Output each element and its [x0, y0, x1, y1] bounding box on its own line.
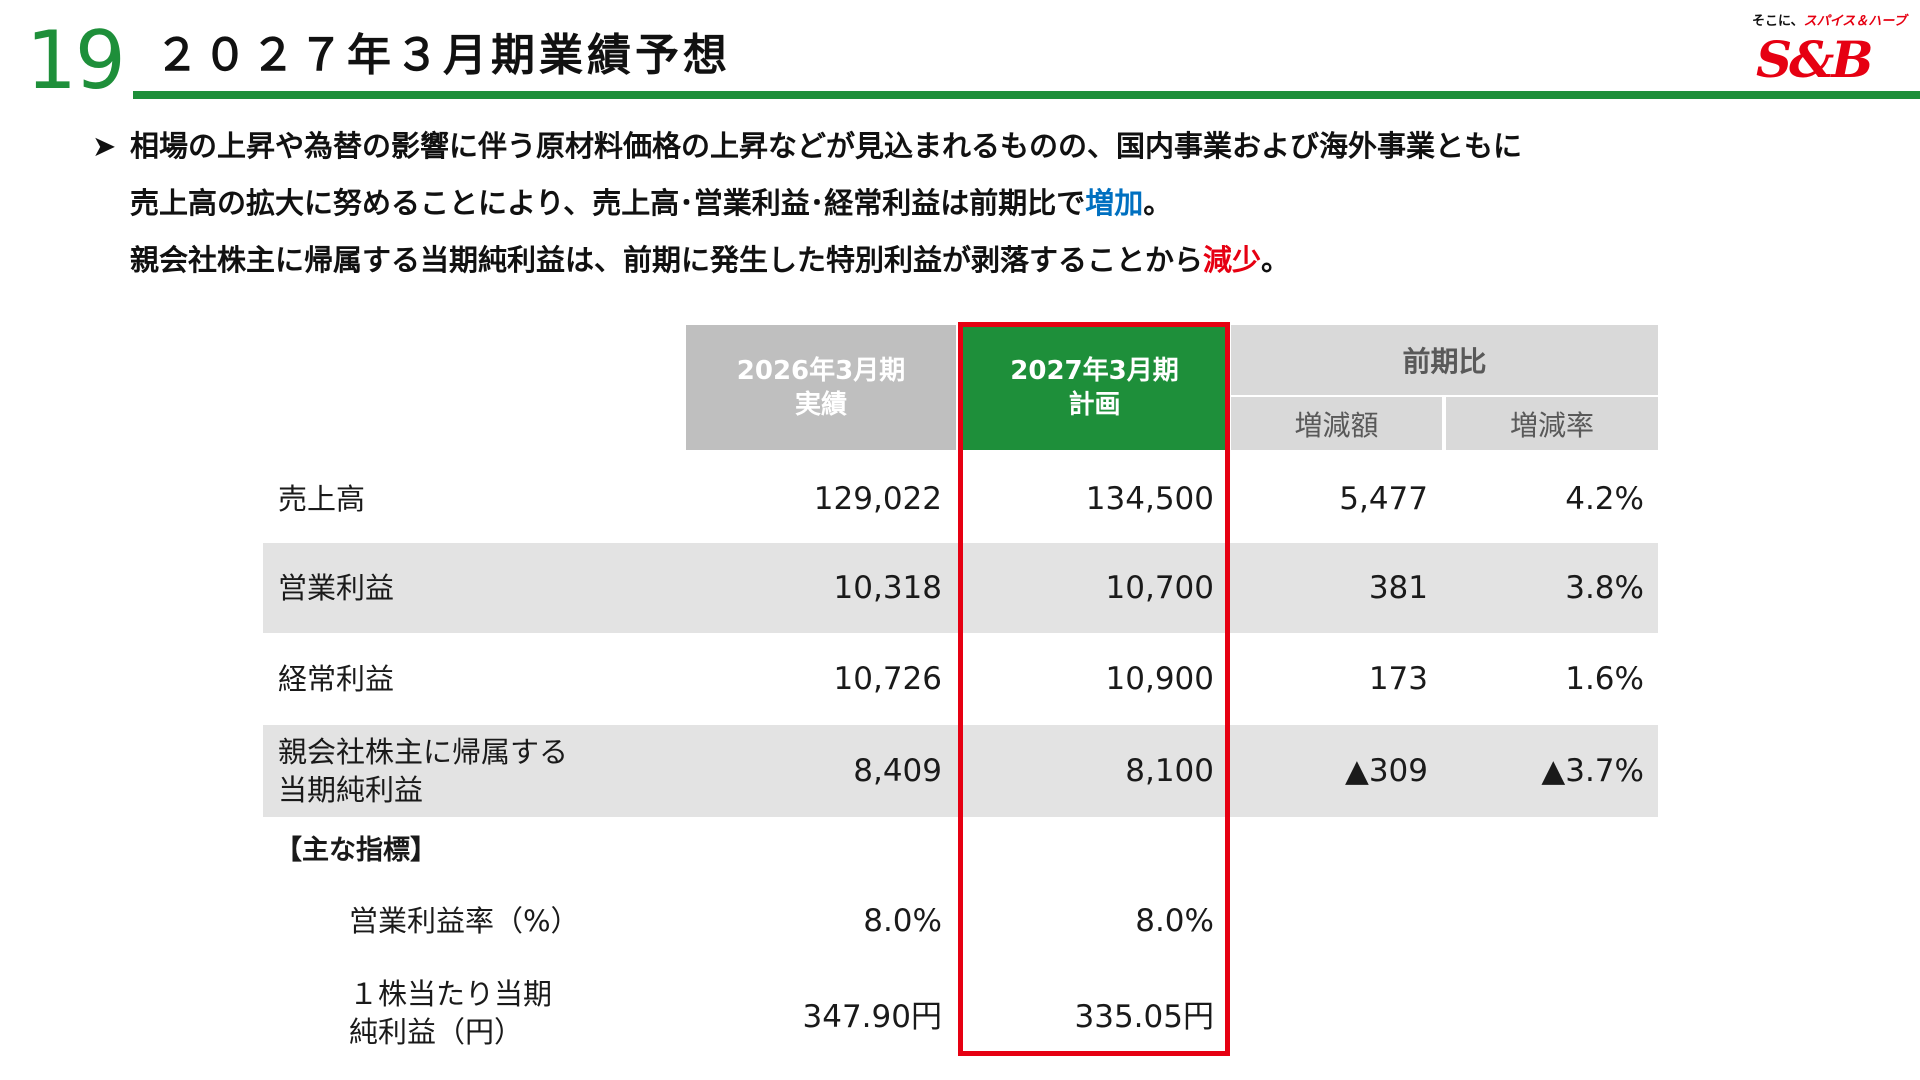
tagline-herb: ハーブ: [1868, 14, 1907, 29]
page-title: ２０２７年３月期業績予想: [155, 30, 731, 81]
title-rule: [133, 91, 1920, 99]
indicator-operating-margin-plan: 8.0%: [1135, 903, 1214, 939]
summary-line2-before: 売上高の拡大に努めることにより、売上高･営業利益･経常利益は前期比で: [130, 186, 1086, 220]
value-sales-rate: 4.2%: [1565, 480, 1644, 517]
tagline-prefix: そこに、: [1752, 14, 1804, 29]
row-label-sales: 売上高: [278, 481, 366, 516]
arrow-bullet-icon: ➤: [92, 129, 117, 163]
row-label-operating-profit: 営業利益: [278, 571, 395, 605]
summary-line3-after: 。: [1261, 243, 1291, 277]
summary-line2-after: 。: [1143, 186, 1173, 220]
row-label-net-income-line2: 当期純利益: [278, 773, 424, 807]
header-compare: 前期比: [1231, 325, 1658, 395]
value-operating-profit-rate: 3.8%: [1565, 570, 1644, 606]
indicator-label-eps: １株当たり当期 純利益（円）: [263, 967, 683, 1059]
header-change-rate: 増減率: [1446, 397, 1658, 450]
indicator-label-eps-line2: 純利益（円）: [349, 1015, 524, 1049]
value-net-income-plan: 8,100: [1125, 753, 1214, 789]
header-prev-year-line1: 2026年3月期: [736, 355, 906, 386]
summary-text: ➤ 相場の上昇や為替の影響に伴う原材料価格の上昇などが見込まれるものの、国内事業お…: [92, 118, 1872, 289]
value-sales-prev: 129,022: [813, 480, 942, 517]
value-net-income-change: ▲309: [1344, 753, 1428, 789]
header-change-amount: 増減額: [1231, 397, 1442, 450]
value-ordinary-profit-change: 173: [1368, 661, 1428, 697]
value-operating-profit-plan: 10,700: [1105, 570, 1214, 606]
indicator-eps-plan: 335.05円: [1074, 998, 1214, 1035]
value-operating-profit-prev: 10,318: [833, 570, 942, 606]
indicator-label-operating-margin: 営業利益率（%）: [349, 904, 580, 938]
tagline-and: ＆: [1855, 14, 1869, 29]
header-plan-year-line2: 計画: [1068, 389, 1121, 420]
forecast-table: 2026年3月期 実績 2027年3月期 計画 前期比 増減額 増減率 売上高 …: [263, 325, 1658, 1060]
increase-highlight: 増加: [1085, 186, 1144, 220]
plan-column-highlight: [958, 322, 1230, 1056]
value-ordinary-profit-rate: 1.6%: [1565, 661, 1644, 697]
indicator-operating-margin-prev: 8.0%: [863, 903, 942, 939]
value-operating-profit-change: 381: [1368, 570, 1428, 606]
header-prev-year: 2026年3月期 実績: [686, 325, 956, 450]
value-ordinary-profit-prev: 10,726: [833, 661, 942, 697]
indicator-label-eps-line1: １株当たり当期: [349, 977, 553, 1011]
page-number: 19: [26, 14, 126, 107]
value-net-income-rate: ▲3.7%: [1541, 753, 1644, 789]
row-label-net-income-line1: 親会社株主に帰属する: [278, 735, 569, 769]
logo-brand: S&B: [1756, 30, 1874, 89]
decrease-highlight: 減少: [1203, 243, 1262, 277]
value-net-income-prev: 8,409: [853, 753, 942, 789]
header-plan-year-line1: 2027年3月期: [1010, 355, 1179, 386]
row-label-ordinary-profit: 経常利益: [278, 662, 395, 696]
tagline-spice: スパイス: [1803, 14, 1856, 29]
sb-logo: そこに、スパイス＆ハーブ S&B: [1740, 10, 1907, 89]
indicators-title: 【主な指標】: [275, 834, 437, 866]
summary-line3-before: 親会社株主に帰属する当期純利益は、前期に発生した特別利益が剥落することから: [130, 243, 1204, 277]
header-prev-year-line2: 実績: [794, 389, 847, 420]
indicator-eps-prev: 347.90円: [802, 998, 942, 1035]
summary-line-3: 親会社株主に帰属する当期純利益は、前期に発生した特別利益が剥落することから減少。: [92, 232, 1872, 289]
value-ordinary-profit-plan: 10,900: [1105, 661, 1214, 697]
header-plan-year: 2027年3月期 計画: [961, 325, 1228, 450]
value-sales-change: 5,477: [1339, 480, 1428, 517]
value-sales-plan: 134,500: [1085, 480, 1214, 517]
logo-tagline: そこに、スパイス＆ハーブ: [1752, 10, 1907, 29]
summary-line-2: 売上高の拡大に努めることにより、売上高･営業利益･経常利益は前期比で増加。: [92, 175, 1872, 232]
row-label-net-income: 親会社株主に帰属する 当期純利益: [263, 725, 683, 817]
summary-line1-text: 相場の上昇や為替の影響に伴う原材料価格の上昇などが見込まれるものの、国内事業およ…: [130, 129, 1523, 163]
summary-line-1: ➤ 相場の上昇や為替の影響に伴う原材料価格の上昇などが見込まれるものの、国内事業お…: [92, 118, 1872, 175]
